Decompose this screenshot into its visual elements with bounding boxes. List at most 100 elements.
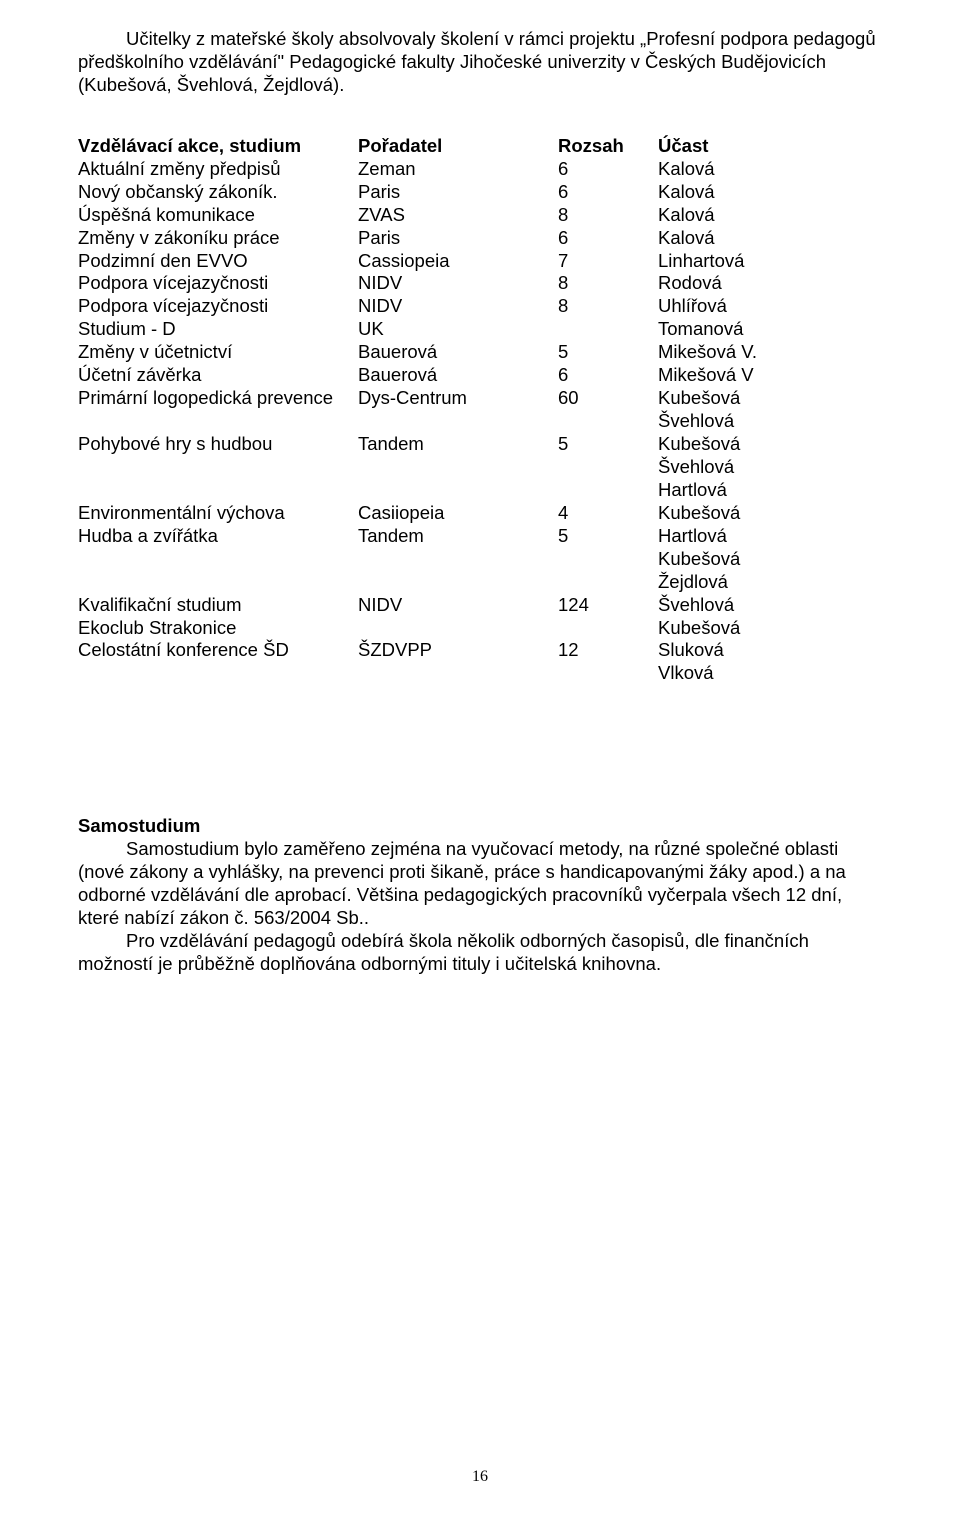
cell-scope [558,617,658,640]
cell-participant: Hartlová [658,479,882,502]
cell-participant: Kubešová [658,387,882,410]
cell-scope: 60 [558,387,658,410]
cell-participant: Hartlová [658,525,882,548]
cell-scope [558,548,658,571]
cell-organizer: Paris [358,181,558,204]
table-row: Změny v zákoníku práceParis6Kalová [78,227,882,250]
cell-organizer: Paris [358,227,558,250]
cell-action: Podpora vícejazyčnosti [78,272,358,295]
cell-organizer: NIDV [358,272,558,295]
cell-organizer [358,410,558,433]
table-row: Nový občanský zákoník.Paris6Kalová [78,181,882,204]
cell-scope [558,662,658,685]
cell-participant: Vlková [658,662,882,685]
cell-scope [558,456,658,479]
cell-organizer: UK [358,318,558,341]
cell-action [78,456,358,479]
cell-scope [558,410,658,433]
table-row: Podpora vícejazyčnostiNIDV8Rodová [78,272,882,295]
cell-action [78,479,358,502]
cell-participant: Sluková [658,639,882,662]
cell-action: Pohybové hry s hudbou [78,433,358,456]
cell-organizer [358,479,558,502]
cell-organizer [358,548,558,571]
cell-action [78,410,358,433]
cell-action: Aktuální změny předpisů [78,158,358,181]
cell-participant: Mikešová V [658,364,882,387]
table-row: Ekoclub Strakonice Kubešová [78,617,882,640]
intro-paragraph: Učitelky z mateřské školy absolvovaly šk… [78,28,882,97]
cell-organizer: Casiiopeia [358,502,558,525]
cell-participant: Švehlová [658,594,882,617]
table-row: Hudba a zvířátkaTandem5Hartlová [78,525,882,548]
table-row: Studium - DUKTomanová [78,318,882,341]
table-row: Aktuální změny předpisůZeman6Kalová [78,158,882,181]
cell-participant: Kubešová [658,548,882,571]
cell-action [78,571,358,594]
table-row: Hartlová [78,479,882,502]
cell-action: Změny v účetnictví [78,341,358,364]
cell-action: Účetní závěrka [78,364,358,387]
cell-participant: Žejdlová [658,571,882,594]
table-row: Žejdlová [78,571,882,594]
cell-scope [558,571,658,594]
table-row: Vlková [78,662,882,685]
samostudium-heading: Samostudium [78,815,882,838]
cell-scope: 4 [558,502,658,525]
samostudium-paragraph-2: Pro vzdělávání pedagogů odebírá škola ně… [78,930,882,976]
cell-participant: Rodová [658,272,882,295]
cell-scope: 12 [558,639,658,662]
table-row: Kvalifikační studiumNIDV124Švehlová [78,594,882,617]
cell-organizer [358,571,558,594]
cell-scope: 8 [558,272,658,295]
cell-organizer: ŠZDVPP [358,639,558,662]
cell-scope: 6 [558,158,658,181]
cell-organizer: ZVAS [358,204,558,227]
header-col-scope: Rozsah [558,135,658,158]
table-header-row: Vzdělávací akce, studium Pořadatel Rozsa… [78,135,882,158]
cell-action: Hudba a zvířátka [78,525,358,548]
cell-action: Ekoclub Strakonice [78,617,358,640]
table-row: Environmentální výchovaCasiiopeia4Kubešo… [78,502,882,525]
cell-participant: Kalová [658,181,882,204]
cell-scope: 6 [558,227,658,250]
table-body: Aktuální změny předpisůZeman6KalováNový … [78,158,882,686]
cell-action: Úspěšná komunikace [78,204,358,227]
cell-scope: 6 [558,364,658,387]
cell-organizer: Bauerová [358,364,558,387]
samostudium-paragraph-1: Samostudium bylo zaměřeno zejména na vyu… [78,838,882,930]
cell-participant: Švehlová [658,410,882,433]
table-row: Účetní závěrkaBauerová6Mikešová V [78,364,882,387]
cell-participant: Kubešová [658,617,882,640]
cell-organizer: Cassiopeia [358,250,558,273]
table-row: Podzimní den EVVOCassiopeia7Linhartová [78,250,882,273]
header-col-participant: Účast [658,135,882,158]
cell-scope: 8 [558,204,658,227]
cell-scope [558,318,658,341]
table-row: Švehlová [78,410,882,433]
training-table: Vzdělávací akce, studium Pořadatel Rozsa… [78,135,882,686]
cell-organizer: Tandem [358,525,558,548]
section-gap [78,685,882,815]
cell-participant: Kalová [658,204,882,227]
document-page: Učitelky z mateřské školy absolvovaly šk… [0,0,960,1515]
cell-scope [558,479,658,502]
cell-action: Environmentální výchova [78,502,358,525]
cell-participant: Kubešová [658,433,882,456]
header-col-action: Vzdělávací akce, studium [78,135,358,158]
table-row: Úspěšná komunikaceZVAS8Kalová [78,204,882,227]
cell-organizer: Tandem [358,433,558,456]
cell-action: Podpora vícejazyčnosti [78,295,358,318]
cell-action [78,662,358,685]
cell-organizer [358,456,558,479]
cell-scope: 6 [558,181,658,204]
cell-scope: 8 [558,295,658,318]
cell-organizer: Zeman [358,158,558,181]
cell-action: Podzimní den EVVO [78,250,358,273]
cell-action: Celostátní konference ŠD [78,639,358,662]
cell-participant: Uhlířová [658,295,882,318]
cell-action: Kvalifikační studium [78,594,358,617]
cell-action: Změny v zákoníku práce [78,227,358,250]
cell-scope: 5 [558,525,658,548]
cell-participant: Švehlová [658,456,882,479]
